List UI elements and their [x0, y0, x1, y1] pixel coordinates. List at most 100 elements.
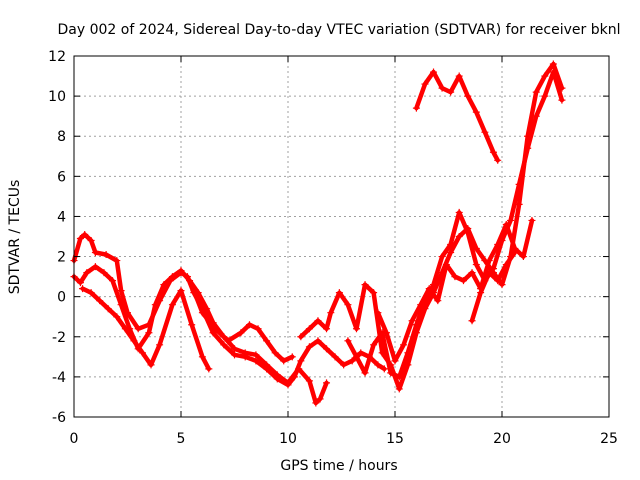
data-point	[87, 289, 95, 297]
data-point	[489, 265, 497, 273]
data-point	[87, 237, 95, 245]
data-point	[408, 317, 416, 325]
data-point	[485, 269, 493, 277]
data-point	[138, 349, 146, 357]
series-track-8	[412, 68, 502, 164]
data-point	[472, 108, 480, 116]
data-point	[472, 261, 480, 269]
x-tick-label: 5	[177, 431, 186, 447]
series-track-5	[297, 60, 566, 393]
data-point	[412, 104, 420, 112]
data-point	[156, 341, 164, 349]
data-point	[237, 329, 245, 337]
data-point	[263, 361, 271, 369]
y-tick-label: -2	[52, 330, 66, 346]
data-point	[502, 261, 510, 269]
data-point	[455, 72, 463, 80]
data-point	[79, 285, 87, 293]
data-point	[295, 365, 303, 373]
data-point	[81, 230, 89, 238]
data-point	[188, 321, 196, 329]
y-axis-label: SDTVAR / TECUs	[7, 180, 23, 295]
data-point	[549, 60, 557, 68]
data-point	[447, 88, 455, 96]
data-point	[305, 343, 313, 351]
data-point	[297, 333, 305, 341]
data-point	[104, 305, 112, 313]
data-point	[305, 325, 313, 333]
series-line	[469, 250, 518, 323]
data-point	[241, 349, 249, 357]
data-point	[485, 257, 493, 265]
data-point	[352, 325, 360, 333]
data-point	[515, 180, 523, 188]
data-point	[273, 371, 281, 379]
data-point	[412, 321, 420, 329]
data-point	[374, 361, 382, 369]
data-point	[186, 277, 194, 285]
data-point	[558, 96, 566, 104]
data-point	[288, 353, 296, 361]
data-point	[245, 321, 253, 329]
data-point	[352, 353, 360, 361]
data-point	[203, 305, 211, 313]
data-point	[425, 285, 433, 293]
data-point	[430, 281, 438, 289]
data-point	[489, 148, 497, 156]
data-point	[316, 395, 324, 403]
x-tick-label: 25	[600, 431, 618, 447]
data-point	[305, 377, 313, 385]
data-point	[109, 277, 117, 285]
data-point	[494, 241, 502, 249]
data-point	[312, 399, 320, 407]
y-tick-label: -6	[52, 410, 66, 426]
data-point	[211, 325, 219, 333]
data-point	[327, 309, 335, 317]
data-point	[361, 281, 369, 289]
data-point	[494, 156, 502, 164]
data-point	[507, 216, 515, 224]
data-point	[113, 257, 121, 265]
data-point	[198, 353, 206, 361]
data-point	[387, 369, 395, 377]
data-point	[541, 72, 549, 80]
x-tick-label: 15	[386, 431, 404, 447]
data-point	[220, 341, 228, 349]
data-point	[455, 233, 463, 240]
data-point	[263, 337, 271, 345]
data-point	[442, 261, 450, 269]
data-point	[417, 301, 425, 309]
data-point	[430, 68, 438, 76]
data-point	[370, 341, 378, 349]
data-point	[209, 329, 217, 337]
data-point	[297, 357, 305, 365]
data-point	[96, 297, 104, 305]
data-point	[451, 273, 459, 281]
y-tick-label: 10	[48, 89, 66, 105]
data-point	[102, 251, 110, 259]
data-point	[151, 301, 159, 309]
series-line	[298, 61, 565, 392]
data-point	[76, 279, 84, 287]
data-point	[494, 277, 502, 285]
data-point	[100, 269, 108, 277]
data-point	[190, 287, 198, 295]
data-point	[177, 287, 185, 295]
data-point	[455, 208, 463, 216]
data-point	[502, 220, 510, 228]
data-point	[117, 301, 125, 309]
x-axis-label: GPS time / hours	[280, 458, 397, 474]
data-point	[528, 216, 536, 224]
series-track-4	[190, 287, 296, 365]
data-point	[524, 144, 532, 152]
data-point	[198, 309, 206, 317]
data-point	[541, 92, 549, 100]
data-point	[130, 337, 138, 345]
data-point	[335, 289, 343, 297]
data-point	[271, 349, 279, 357]
data-point	[468, 317, 476, 325]
data-point	[280, 357, 288, 365]
data-point	[231, 345, 238, 353]
data-point	[459, 277, 467, 285]
